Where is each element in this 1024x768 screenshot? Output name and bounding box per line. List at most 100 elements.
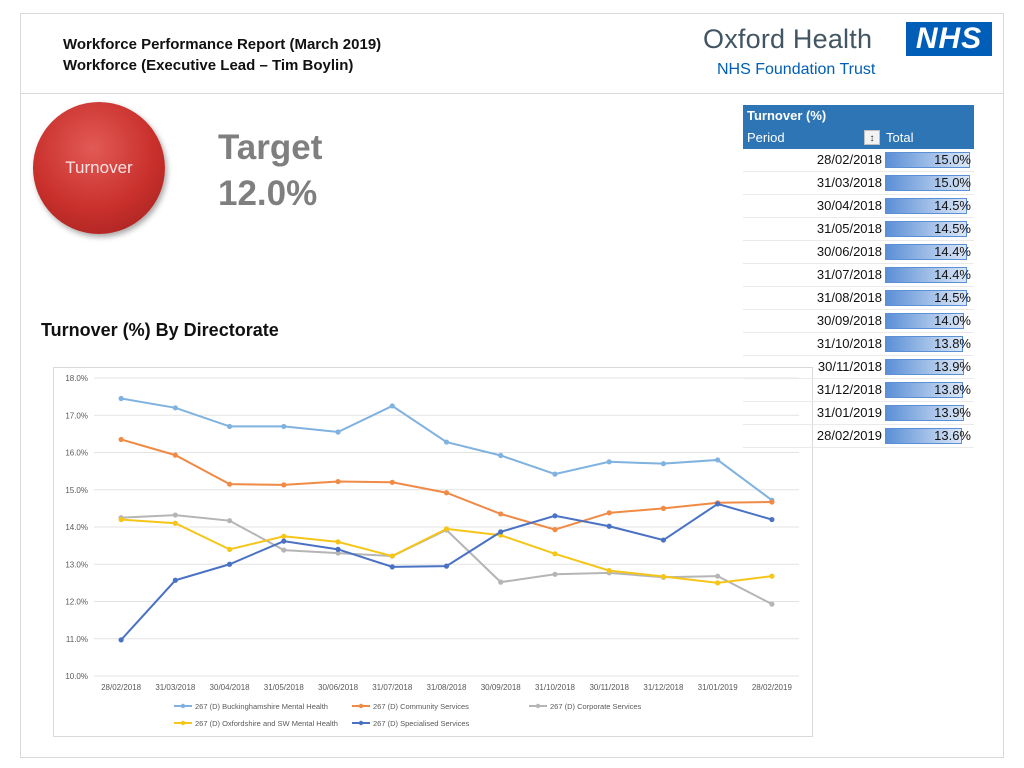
period-cell: 30/11/2018 (817, 359, 882, 374)
table-body: 28/02/2018 15.0% 31/03/2018 15.0% 30/04/2018… (743, 149, 974, 448)
data-point (226, 561, 233, 567)
period-cell: 31/10/2018 (816, 336, 882, 351)
data-point (335, 429, 341, 435)
data-point (335, 478, 341, 485)
turnover-table: Turnover (%) Period ↕ Total 28/02/2018 15… (743, 105, 974, 448)
data-point (769, 499, 775, 505)
table-row: 31/05/2018 14.5% (743, 218, 974, 241)
data-point (715, 501, 721, 507)
x-tick-label: 31/07/2018 (372, 683, 413, 692)
data-bar (885, 198, 968, 214)
column-header-period: Period (747, 130, 785, 145)
x-tick-label: 30/09/2018 (481, 683, 522, 692)
data-point (660, 505, 667, 511)
data-point (443, 490, 450, 496)
total-cell: 14.4% (934, 267, 971, 282)
total-cell: 13.8% (934, 382, 971, 397)
period-cell: 31/12/2018 (816, 382, 882, 397)
column-header-total: Total (886, 130, 914, 145)
data-point (769, 516, 775, 523)
data-point (118, 395, 124, 402)
legend-swatch-marker (358, 720, 364, 726)
table-row: 31/10/2018 13.8% (743, 333, 974, 356)
turnover-kpi-circle[interactable]: Turnover (33, 102, 165, 234)
table-row: 30/04/2018 14.5% (743, 195, 974, 218)
data-point (769, 573, 775, 579)
target-value: 12.0% (218, 174, 318, 213)
data-point (281, 482, 287, 488)
period-cell: 30/06/2018 (816, 244, 882, 259)
period-cell: 28/02/2019 (816, 428, 882, 443)
table-header-row: Period ↕ Total (743, 127, 974, 149)
data-point (443, 563, 450, 569)
data-point (660, 537, 667, 543)
data-bar (885, 290, 968, 306)
y-tick-label: 15.0% (65, 486, 88, 495)
total-cell: 13.9% (934, 359, 971, 374)
total-cell: 14.0% (934, 313, 971, 328)
data-point (443, 439, 450, 445)
x-tick-label: 31/03/2018 (155, 683, 196, 692)
table-row: 30/09/2018 14.0% (743, 310, 974, 333)
data-point (172, 577, 178, 583)
data-point (498, 511, 504, 517)
data-point (281, 538, 287, 544)
data-point (552, 471, 558, 477)
legend-swatch-marker (180, 720, 186, 726)
x-tick-label: 28/02/2019 (752, 683, 793, 692)
report-title-line1: Workforce Performance Report (March 2019… (63, 36, 382, 53)
oxford-health-logo: Oxford Health NHS NHS Foundation Trust (703, 20, 993, 82)
sort-icon[interactable]: ↕ (864, 130, 880, 145)
x-tick-label: 28/02/2018 (101, 683, 142, 692)
data-point (552, 513, 558, 519)
data-point (172, 405, 178, 411)
turnover-by-directorate-chart: 10.0% 11.0% 12.0% 13.0% 14.0% 15.0% 16.0% 17.0%… (53, 367, 813, 737)
data-point (172, 452, 178, 458)
y-tick-label: 14.0% (65, 523, 88, 532)
data-point (281, 547, 287, 553)
target-label: Target (218, 128, 323, 167)
data-point (335, 539, 341, 545)
data-point (715, 457, 721, 463)
data-point (498, 579, 504, 585)
data-point (335, 546, 341, 552)
data-point (443, 526, 450, 532)
period-cell: 31/05/2018 (816, 221, 882, 236)
y-tick-label: 12.0% (65, 598, 88, 607)
data-bar (885, 221, 968, 237)
data-point (389, 564, 395, 570)
legend-swatch-marker (180, 703, 186, 709)
data-point (552, 527, 558, 533)
data-point (226, 546, 233, 552)
period-cell: 28/02/2018 (816, 152, 882, 167)
data-point (389, 403, 395, 409)
table-row: 31/08/2018 14.5% (743, 287, 974, 310)
data-bar (885, 313, 965, 329)
total-cell: 14.5% (934, 198, 971, 213)
data-bar (885, 267, 967, 283)
total-cell: 14.5% (934, 221, 971, 236)
total-cell: 15.0% (934, 175, 971, 190)
legend-label: 267 (D) Community Services (373, 702, 469, 711)
period-cell: 30/09/2018 (816, 313, 882, 328)
data-point (606, 510, 612, 516)
data-point (606, 523, 612, 529)
x-tick-label: 30/04/2018 (210, 683, 251, 692)
data-point (606, 567, 612, 574)
x-tick-label: 31/05/2018 (264, 683, 305, 692)
table-row: 31/03/2018 15.0% (743, 172, 974, 195)
legend-swatch-marker (358, 703, 364, 709)
x-tick-label: 31/01/2019 (698, 683, 739, 692)
x-tick-label: 30/11/2018 (589, 683, 629, 692)
table-row: 31/12/2018 13.8% (743, 379, 974, 402)
data-point (498, 452, 504, 459)
total-cell: 15.0% (934, 152, 971, 167)
series-line (120, 502, 773, 641)
x-tick-label: 31/12/2018 (643, 683, 684, 692)
period-cell: 31/03/2018 (816, 175, 882, 190)
data-point (335, 550, 341, 556)
nhs-logo-badge: NHS (906, 22, 992, 56)
data-point (552, 551, 558, 557)
data-bar (885, 336, 964, 352)
data-point (172, 512, 178, 518)
